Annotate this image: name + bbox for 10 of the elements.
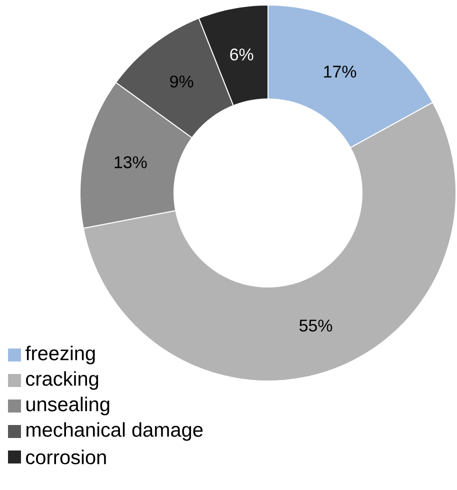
- data-label: 55%: [299, 320, 332, 332]
- legend-label: corrosion: [26, 450, 106, 464]
- legend-label: freezing: [25, 346, 95, 364]
- legend-label: mechanical damage: [26, 422, 203, 441]
- data-label: 13%: [114, 156, 147, 168]
- data-label: 9%: [170, 76, 194, 88]
- legend-label: unsealing: [26, 396, 110, 416]
- data-label: 17%: [324, 66, 356, 78]
- data-label: 6%: [230, 48, 254, 60]
- legend-label: cracking: [26, 371, 98, 390]
